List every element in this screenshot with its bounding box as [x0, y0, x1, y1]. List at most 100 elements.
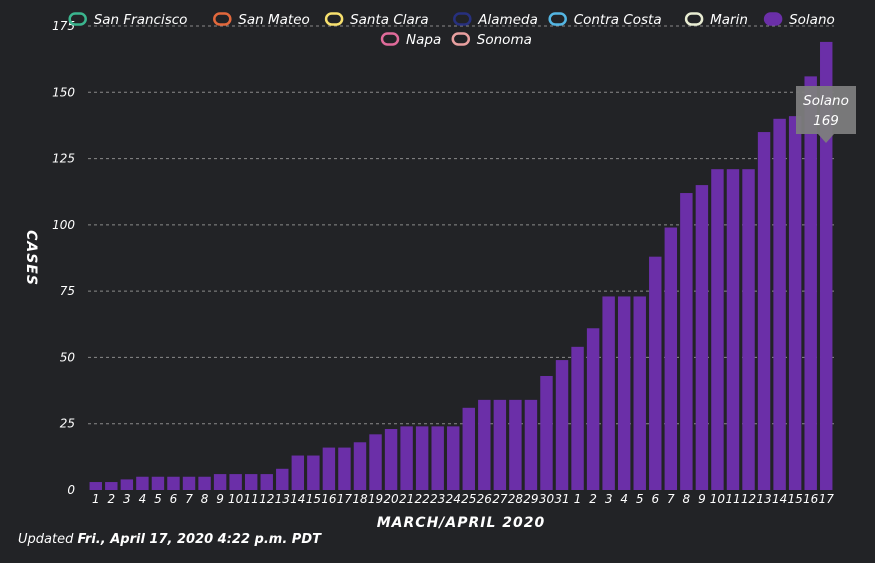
x-tick-label: 5: [154, 492, 162, 506]
x-tick-label: 26: [477, 492, 493, 506]
legend-swatch: [548, 12, 567, 26]
bar[interactable]: [291, 455, 305, 490]
x-tick-label: 10: [228, 492, 244, 506]
bar[interactable]: [307, 455, 320, 490]
bar[interactable]: [182, 476, 196, 490]
bar[interactable]: [555, 360, 569, 490]
bar[interactable]: [773, 118, 786, 491]
y-axis-title: CASES: [23, 230, 39, 286]
tooltip-series: Solano: [803, 93, 849, 109]
bar[interactable]: [711, 169, 724, 491]
y-tick-label: 50: [60, 350, 76, 364]
legend-item[interactable]: Santa Clara: [324, 12, 429, 28]
x-tick-label: 23: [430, 492, 445, 506]
bar[interactable]: [680, 193, 693, 491]
bar[interactable]: [213, 474, 227, 490]
x-tick-label: 6: [651, 492, 659, 506]
legend-label: Santa Clara: [350, 12, 429, 28]
x-tick-label: 17: [337, 492, 353, 506]
legend-item[interactable]: Alameda: [453, 12, 538, 28]
bar[interactable]: [384, 429, 398, 490]
x-tick-label: 9: [698, 492, 706, 506]
x-tick-label: 15: [788, 492, 803, 506]
bar[interactable]: [136, 476, 149, 490]
y-tick-label: 100: [52, 218, 75, 232]
bar[interactable]: [89, 482, 102, 490]
legend-item[interactable]: Solano: [763, 12, 835, 28]
legend-label: San Francisco: [94, 12, 188, 28]
x-tick-label: 2: [589, 492, 597, 506]
legend-item[interactable]: Sonoma: [451, 32, 532, 48]
x-tick-label: 9: [216, 492, 224, 506]
bar[interactable]: [524, 399, 538, 490]
bar[interactable]: [757, 132, 771, 491]
bar[interactable]: [400, 426, 413, 490]
legend-swatch: [324, 12, 344, 26]
x-tick-label: 11: [725, 492, 740, 506]
legend-item[interactable]: San Mateo: [213, 12, 310, 28]
gridlines: [88, 25, 834, 425]
bar[interactable]: [338, 447, 351, 490]
bar[interactable]: [649, 256, 662, 490]
legend-swatch: [453, 12, 472, 26]
x-tick-label: 14: [772, 492, 787, 506]
legend-item[interactable]: Marin: [684, 12, 748, 28]
bar[interactable]: [726, 169, 740, 491]
bar[interactable]: [276, 468, 289, 490]
x-tick-label: 11: [244, 492, 259, 506]
x-tick-label: 6: [170, 492, 178, 506]
bar[interactable]: [369, 434, 382, 490]
legend-label: Sonoma: [477, 32, 532, 48]
bar[interactable]: [415, 426, 429, 490]
legend-label: Solano: [789, 12, 835, 28]
bar[interactable]: [509, 399, 522, 490]
legend-label: Marin: [710, 12, 748, 28]
legend-item[interactable]: Contra Costa: [548, 12, 662, 28]
legend: San Francisco San Mateo Santa Clara Alameda…: [68, 12, 835, 48]
bar[interactable]: [602, 296, 615, 490]
bar[interactable]: [198, 476, 211, 490]
bar[interactable]: [105, 482, 118, 490]
bar[interactable]: [462, 407, 475, 490]
x-tick-label: 28: [508, 492, 524, 506]
y-tick-label: 125: [52, 152, 75, 166]
legend-swatch: [684, 12, 704, 26]
bar[interactable]: [151, 476, 165, 490]
bar[interactable]: [742, 169, 755, 491]
bar[interactable]: [617, 296, 631, 490]
x-axis-ticks: 1 2 3 4 5 6 7 8 9 10 11 12 13 14 15 16 17 18 19 20 21 22 23 24 2…: [92, 492, 834, 506]
bars: [89, 41, 833, 491]
x-tick-label: 25: [461, 492, 476, 506]
legend-swatch: [213, 12, 232, 26]
bar[interactable]: [229, 474, 242, 490]
x-tick-label: 16: [803, 492, 819, 506]
bar[interactable]: [167, 476, 180, 490]
bar[interactable]: [244, 474, 258, 490]
legend-item[interactable]: San Francisco: [68, 12, 188, 28]
bar[interactable]: [447, 426, 460, 490]
bar[interactable]: [260, 474, 273, 490]
x-tick-label: 3: [605, 492, 613, 506]
bar[interactable]: [478, 399, 491, 490]
x-axis-title: MARCH/APRIL 2020: [377, 515, 546, 531]
bar[interactable]: [804, 76, 817, 491]
bar[interactable]: [431, 426, 444, 490]
bar[interactable]: [664, 227, 678, 490]
x-tick-label: 13: [275, 492, 290, 506]
legend-item[interactable]: Napa: [380, 32, 441, 48]
y-tick-label: 0: [67, 483, 75, 497]
x-tick-label: 1: [92, 492, 100, 506]
bar[interactable]: [120, 479, 134, 490]
bar[interactable]: [788, 116, 802, 491]
y-axis-ticks: 0 25 50 75 100 125 150 175: [52, 19, 75, 497]
bar[interactable]: [322, 447, 336, 490]
bar[interactable]: [493, 399, 507, 490]
bar[interactable]: [586, 328, 600, 490]
bar[interactable]: [695, 185, 709, 491]
bar[interactable]: [571, 346, 584, 490]
bar[interactable]: [353, 442, 367, 490]
bar[interactable]: [820, 41, 833, 491]
bar[interactable]: [633, 296, 646, 490]
legend-label: Napa: [406, 32, 441, 48]
bar[interactable]: [540, 375, 553, 490]
